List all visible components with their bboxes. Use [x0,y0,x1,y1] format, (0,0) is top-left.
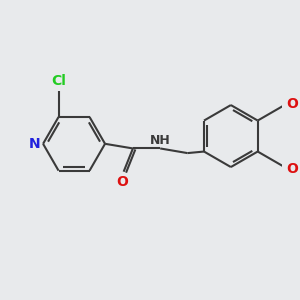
Text: N: N [29,137,40,151]
Text: O: O [286,162,298,176]
Text: O: O [286,97,298,110]
Text: O: O [116,176,128,189]
Text: NH: NH [150,134,171,147]
Text: Cl: Cl [51,74,66,88]
